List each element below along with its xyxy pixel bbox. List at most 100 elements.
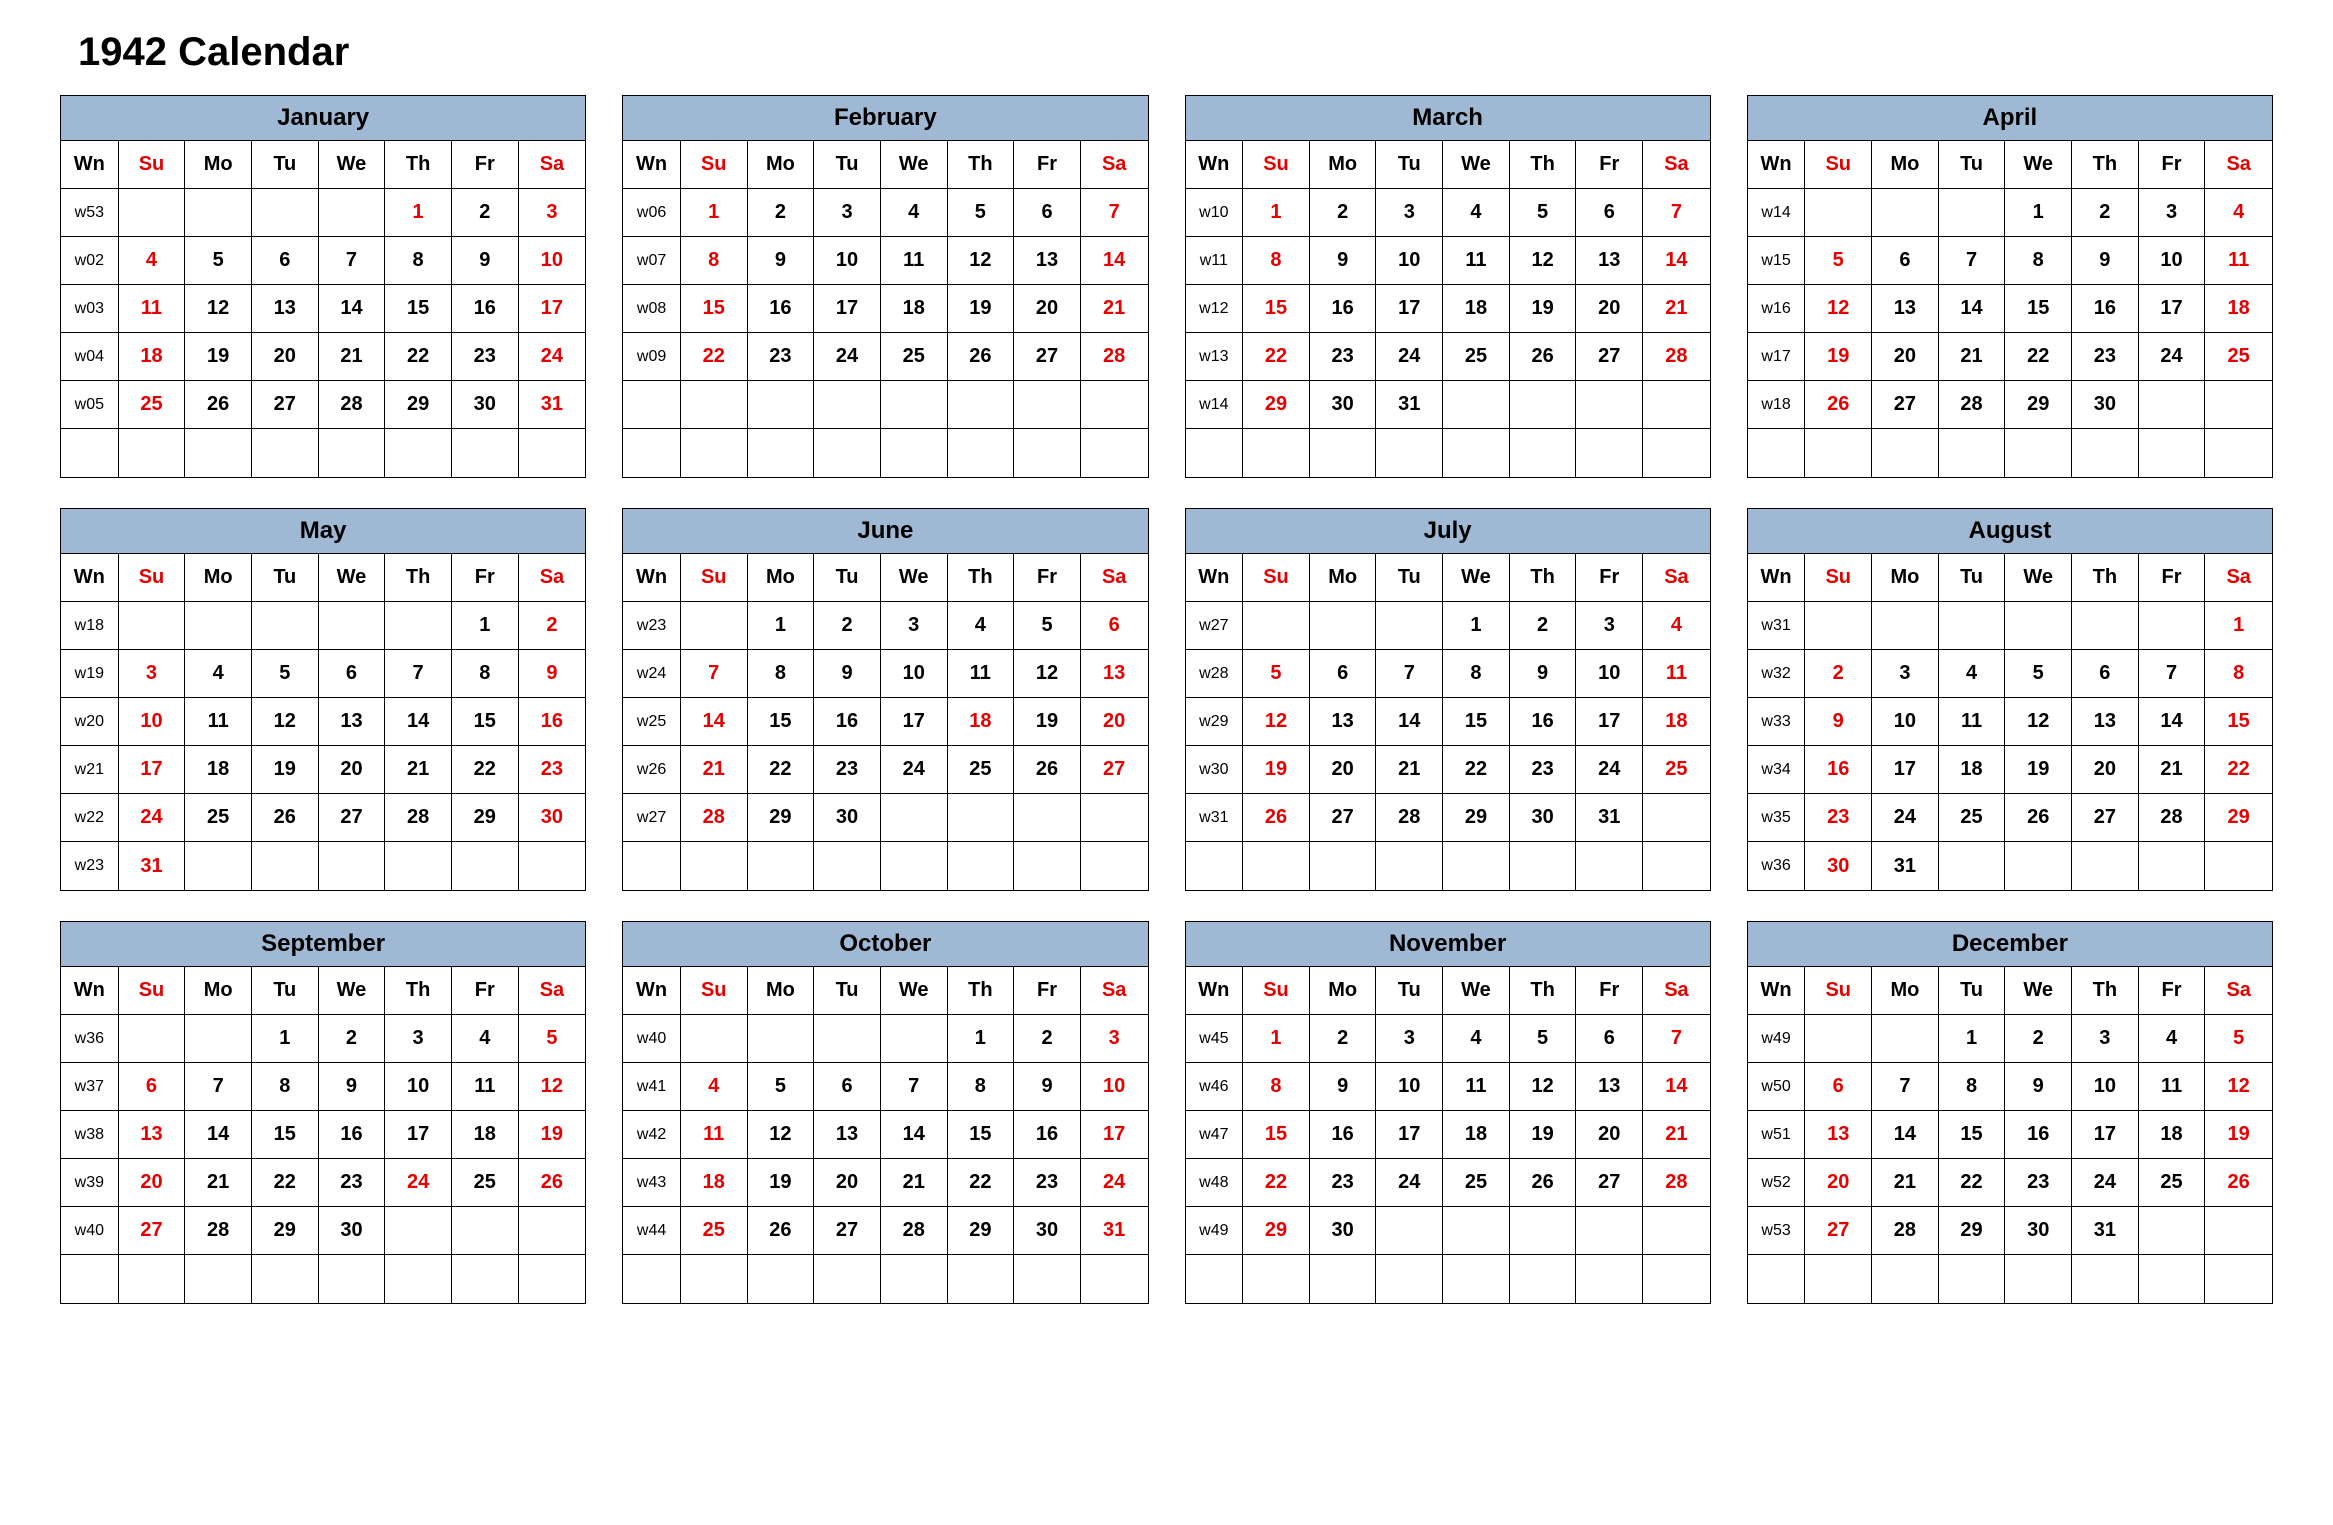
month-row: w363031 [1748,842,2272,890]
day-cell: 15 [1243,285,1310,332]
day-cell [1576,1255,1643,1303]
month-name: May [61,509,585,554]
month-row: w4425262728293031 [623,1207,1147,1255]
month-row [1186,842,1710,890]
day-cell: 28 [1939,381,2006,428]
day-cell: 4 [1443,189,1510,236]
day-cell: 12 [1805,285,1872,332]
day-cell: 26 [252,794,319,841]
day-cell: 27 [119,1207,186,1254]
day-cell: 17 [881,698,948,745]
day-cell: 29 [385,381,452,428]
day-cell [1243,1255,1310,1303]
day-cell: 24 [385,1159,452,1206]
month-row: w11891011121314 [1186,237,1710,285]
day-cell: 14 [1643,237,1710,284]
day-cell: 17 [1081,1111,1148,1158]
day-cell: 21 [1376,746,1443,793]
day-cell: 15 [948,1111,1015,1158]
month-row: w3416171819202122 [1748,746,2272,794]
day-cell: 29 [748,794,815,841]
week-number: w32 [1748,650,1806,697]
day-cell: 27 [1576,1159,1643,1206]
month-row: w1612131415161718 [1748,285,2272,333]
day-cell: 10 [814,237,881,284]
day-header: Th [948,967,1015,1014]
day-cell [948,429,1015,477]
week-number: w52 [1748,1159,1806,1206]
month-row [61,429,585,477]
month-row: w53123 [61,189,585,237]
month-row: w339101112131415 [1748,698,2272,746]
week-number: w46 [1186,1063,1244,1110]
week-number: w29 [1186,698,1244,745]
day-cell [2205,1207,2272,1254]
day-cell: 30 [1014,1207,1081,1254]
week-number [1748,429,1806,477]
day-cell: 26 [185,381,252,428]
day-cell [1443,429,1510,477]
day-cell [681,1015,748,1062]
day-header: Tu [814,967,881,1014]
day-cell: 9 [1510,650,1577,697]
day-cell [1939,602,2006,649]
day-cell: 15 [748,698,815,745]
day-cell: 8 [452,650,519,697]
day-header-row: WnSuMoTuWeThFrSa [1186,967,1710,1015]
day-header: Tu [252,141,319,188]
day-cell [1939,429,2006,477]
day-cell: 2 [748,189,815,236]
month-block: JanuaryWnSuMoTuWeThFrSaw53123w0245678910… [60,95,586,478]
day-cell [185,1255,252,1303]
month-row [623,429,1147,477]
week-number: w17 [1748,333,1806,380]
day-cell: 30 [1805,842,1872,890]
day-cell: 12 [1510,237,1577,284]
day-cell [814,429,881,477]
month-row: w182627282930 [1748,381,2272,429]
day-cell: 1 [1243,189,1310,236]
day-cell: 8 [681,237,748,284]
day-cell: 4 [1939,650,2006,697]
week-number [623,842,681,890]
day-header: Sa [2205,141,2272,188]
day-cell: 4 [948,602,1015,649]
day-header: Tu [252,554,319,601]
day-cell: 7 [319,237,386,284]
week-number: w08 [623,285,681,332]
day-cell [881,1255,948,1303]
week-number [623,429,681,477]
day-cell [1243,602,1310,649]
day-cell [1376,602,1443,649]
day-cell: 28 [681,794,748,841]
day-header: Fr [2139,967,2206,1014]
day-cell: 9 [2072,237,2139,284]
day-cell [1872,189,1939,236]
day-cell: 6 [814,1063,881,1110]
day-cell: 21 [185,1159,252,1206]
day-cell: 2 [1805,650,1872,697]
day-cell: 13 [1576,237,1643,284]
day-header: Th [948,141,1015,188]
day-cell: 20 [1014,285,1081,332]
day-cell: 25 [119,381,186,428]
month-row: w4715161718192021 [1186,1111,1710,1159]
day-cell: 16 [319,1111,386,1158]
day-header-row: WnSuMoTuWeThFrSa [623,554,1147,602]
day-cell: 5 [1510,189,1577,236]
day-cell: 23 [748,333,815,380]
day-cell [319,1255,386,1303]
day-cell: 16 [2072,285,2139,332]
day-cell: 23 [2005,1159,2072,1206]
week-number: w38 [61,1111,119,1158]
day-cell: 23 [1310,1159,1377,1206]
month-name: February [623,96,1147,141]
day-cell: 19 [519,1111,586,1158]
wn-header: Wn [623,967,681,1014]
day-cell: 30 [1310,1207,1377,1254]
month-row: w0418192021222324 [61,333,585,381]
day-cell: 18 [185,746,252,793]
day-cell: 27 [814,1207,881,1254]
day-cell: 12 [2005,698,2072,745]
day-cell: 30 [2005,1207,2072,1254]
